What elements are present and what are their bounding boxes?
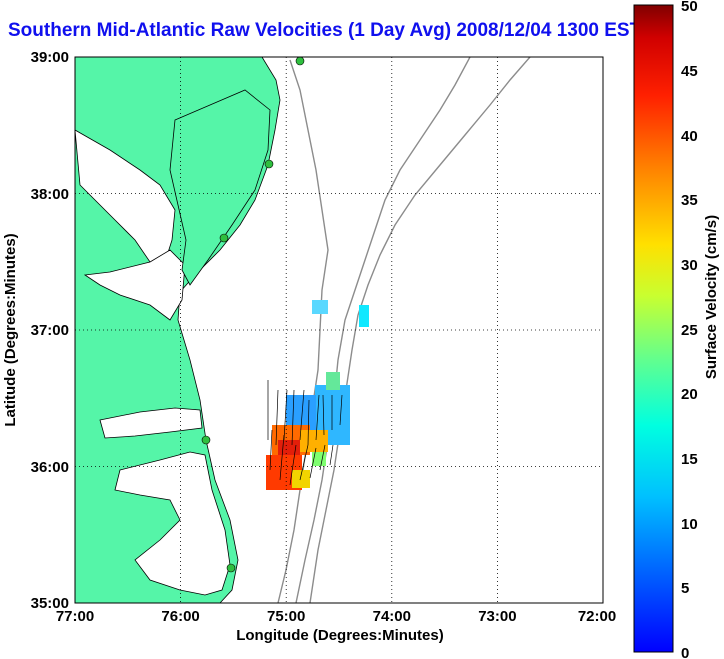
colorbar-tick-label: 45 (681, 63, 698, 80)
colorbar-tick-label: 50 (681, 0, 698, 15)
x-tick-label: 73:00 (478, 608, 516, 625)
albemarle-sound (99, 407, 203, 439)
y-tick-label: 38:00 (31, 186, 69, 203)
x-tick-label: 77:00 (56, 608, 94, 625)
colorbar-tick-label: 15 (681, 451, 698, 468)
y-axis-ticks: 39:00 38:00 37:00 36:00 35:00 (31, 49, 69, 612)
colorbar-tick-label: 40 (681, 128, 698, 145)
x-axis-ticks: 77:00 76:00 75:00 74:00 73:00 72:00 (56, 608, 616, 625)
colorbar-tick-label: 10 (681, 516, 698, 533)
colorbar-tick-label: 35 (681, 192, 698, 209)
x-tick-label: 75:00 (267, 608, 305, 625)
y-tick-label: 35:00 (31, 595, 69, 612)
bathymetry-contour-3 (309, 57, 531, 603)
map-plot-area (74, 56, 604, 604)
radar-site (201, 435, 211, 445)
radar-site (295, 57, 305, 66)
grid-lines (75, 57, 603, 603)
y-tick-label: 39:00 (31, 49, 69, 66)
y-tick-label: 37:00 (31, 322, 69, 339)
land-delmarva (169, 89, 271, 286)
map-title: Southern Mid-Atlantic Raw Velocities (1 … (8, 20, 642, 41)
colorbar-tick-label: 30 (681, 257, 698, 274)
colorbar: 50 45 40 35 30 25 20 15 10 5 0 Surface V… (633, 0, 720, 659)
radar-site (264, 159, 274, 169)
chesapeake-lower (83, 249, 186, 321)
radar-site (219, 233, 229, 243)
x-axis-label: Longitude (Degrees:Minutes) (236, 627, 444, 644)
plot-frame (74, 56, 604, 604)
x-tick-label: 76:00 (161, 608, 199, 625)
x-tick-label: 74:00 (373, 608, 411, 625)
y-axis-label: Latitude (Degrees:Minutes) (2, 233, 19, 426)
colorbar-gradient (633, 4, 674, 653)
velocity-field (266, 300, 369, 490)
y-tick-label: 36:00 (31, 459, 69, 476)
colorbar-label: Surface Velocity (cm/s) (703, 215, 720, 379)
colorbar-tick-label: 0 (681, 645, 689, 659)
colorbar-tick-label: 5 (681, 580, 689, 597)
colorbar-tick-label: 20 (681, 386, 698, 403)
bathymetry-contour-2 (295, 57, 471, 603)
x-tick-label: 72:00 (578, 608, 616, 625)
radar-site (226, 563, 236, 573)
pamlico-sound (114, 451, 231, 596)
colorbar-tick-label: 25 (681, 322, 698, 339)
colorbar-ticks: 50 45 40 35 30 25 20 15 10 5 0 (681, 0, 698, 659)
